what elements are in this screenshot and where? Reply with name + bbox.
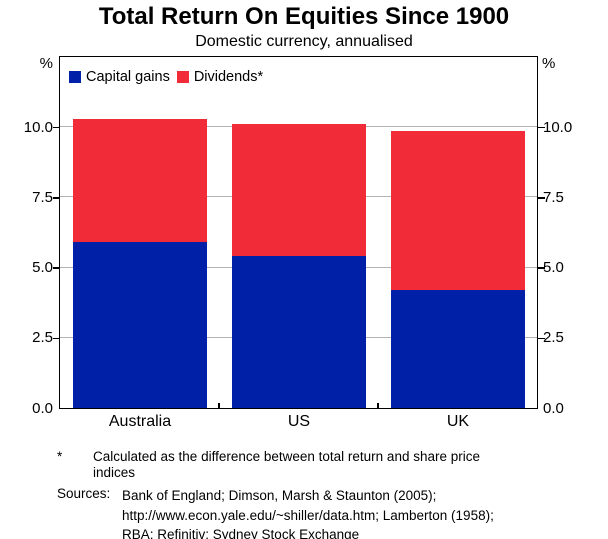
- legend-swatch-icon: [69, 71, 81, 83]
- footnote-line-2: indices: [93, 464, 136, 480]
- y-tick-left-7.5: [52, 197, 59, 199]
- bar-segment-australia-capital-gains: [72, 242, 207, 408]
- y-tick-right-7.5: [538, 197, 545, 199]
- y-axis-label-left-2.5: 2.5: [32, 329, 53, 347]
- sources-text: Bank of England; Dimson, Marsh & Staunto…: [122, 486, 602, 539]
- y-axis-label-left-10.0: 10.0: [23, 118, 53, 136]
- sources-line-2: http://www.econ.yale.edu/~shiller/data.h…: [122, 507, 494, 523]
- y-axis-label-right-10.0: 10.0: [543, 118, 573, 136]
- legend: Capital gains Dividends*: [69, 69, 270, 85]
- chart-title: Total Return On Equities Since 1900: [98, 3, 510, 30]
- legend-item-dividends: Dividends*: [176, 69, 264, 85]
- y-tick-left-10: [52, 126, 59, 129]
- legend-swatch-icon: [176, 71, 189, 83]
- bar-segment-australia-dividends: [72, 118, 207, 243]
- bar-segment-uk-capital-gains: [390, 290, 525, 408]
- y-axis-unit-left: %: [39, 55, 53, 72]
- y-tick-right-10: [538, 126, 545, 129]
- y-tick-right-2.5: [538, 337, 545, 340]
- bar-segment-us-dividends: [231, 124, 366, 257]
- x-axis-tick-1: [218, 403, 220, 408]
- y-tick-right-5: [538, 267, 545, 269]
- footnote-line-1: Calculated as the difference between tot…: [93, 449, 480, 464]
- y-tick-left-5: [52, 267, 59, 269]
- x-axis-label-us: US: [287, 413, 311, 430]
- sources-line-1: Bank of England; Dimson, Marsh & Staunto…: [122, 488, 437, 503]
- bar-segment-uk-dividends: [390, 131, 525, 291]
- plot-area: Capital gains Dividends*: [59, 56, 538, 409]
- sources-line-3: RBA; Refinitiv; Sydney Stock Exchange: [122, 527, 360, 539]
- legend-label: Capital gains: [86, 69, 170, 85]
- x-axis-label-australia: Australia: [108, 413, 172, 430]
- sources-label: Sources:: [57, 486, 111, 501]
- legend-item-capital-gains: Capital gains: [69, 69, 170, 85]
- y-axis-label-left-7.5: 7.5: [32, 188, 53, 206]
- chart-subtitle: Domestic currency, annualised: [195, 33, 413, 50]
- x-axis-label-uk: UK: [446, 413, 470, 430]
- y-axis-label-right-7.5: 7.5: [543, 188, 564, 206]
- y-axis-label-right-5.0: 5.0: [543, 258, 564, 276]
- legend-label: Dividends*: [193, 69, 264, 85]
- y-tick-left-2.5: [52, 337, 59, 340]
- y-axis-label-right-2.5: 2.5: [543, 329, 564, 347]
- footnote-marker: *: [57, 449, 63, 464]
- y-axis-label-right-0.0: 0.0: [543, 399, 564, 417]
- y-axis-unit-right: %: [542, 55, 556, 72]
- y-axis-label-left-0.0: 0.0: [32, 399, 53, 417]
- footnote-text: Calculated as the difference between tot…: [93, 449, 563, 480]
- y-axis-label-left-5.0: 5.0: [32, 258, 53, 276]
- x-axis-tick-2: [377, 403, 379, 408]
- bar-segment-us-capital-gains: [231, 256, 366, 408]
